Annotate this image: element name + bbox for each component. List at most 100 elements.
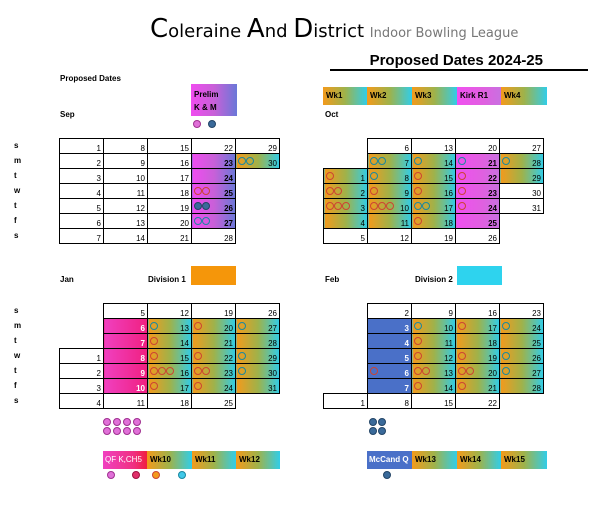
date-number: 18: [180, 399, 189, 408]
date-number: 25: [224, 399, 233, 408]
date-number: 14: [136, 234, 145, 243]
date-number: 1: [96, 354, 101, 363]
dot-icon: [133, 418, 141, 426]
date-number: 16: [488, 309, 497, 318]
date-number: 12: [136, 204, 145, 213]
date-cell: [236, 394, 280, 409]
date-number: 8: [404, 399, 409, 408]
date-cell: 6: [367, 138, 412, 154]
date-number: 19: [224, 309, 233, 318]
date-cell: 15: [411, 393, 456, 409]
date-number: 18: [180, 189, 189, 198]
dot-icon: [378, 157, 386, 165]
division2-label: Division 2: [415, 275, 453, 284]
dot-icon: [458, 382, 466, 390]
legend-wk1: Wk1: [323, 87, 367, 105]
date-cell: 21: [191, 333, 236, 349]
prelim-sub: K & M: [194, 103, 217, 112]
date-cell: 19: [147, 198, 192, 214]
date-cell: 18: [411, 213, 456, 229]
dot-icon: [202, 217, 210, 225]
date-number: 29: [268, 354, 277, 363]
date-cell: 8: [367, 168, 412, 184]
date-cell: 14: [411, 153, 456, 169]
dow-label: f: [14, 216, 17, 225]
calendar-row: 4 11 18 25: [59, 393, 280, 409]
date-cell: 8: [367, 393, 412, 409]
date-cell: 15: [147, 348, 192, 364]
date-cell: 1: [323, 393, 368, 409]
date-number: 23: [224, 369, 233, 378]
legend-wk3: Wk3: [412, 87, 457, 105]
date-number: 23: [532, 309, 541, 318]
date-cell: 5: [103, 303, 148, 319]
date-cell: 18: [147, 183, 192, 199]
date-cell: 12: [367, 228, 412, 244]
jan-calendar: 5 12 19 26 6 13 20 27 7 14 21 28 1 8 15 22 29 2 9 16 23 30 3 10…: [59, 303, 280, 409]
legend-label: Wk11: [195, 455, 216, 464]
legend-label: Wk13: [415, 455, 436, 464]
dot-icon: [103, 427, 111, 435]
date-cell: 5: [323, 228, 368, 244]
date-cell: 3: [59, 168, 104, 184]
date-number: 11: [136, 189, 145, 198]
date-cell: [236, 214, 280, 229]
dot-icon: [107, 471, 115, 479]
date-number: 24: [488, 204, 497, 213]
date-cell: [236, 229, 280, 244]
date-cell: 16: [147, 363, 192, 379]
proposed-dates-title: Proposed Dates 2024-25: [369, 52, 543, 69]
calendar-row: 3 10 17 24: [59, 168, 280, 184]
legend-label: Wk3: [415, 91, 432, 100]
date-cell: 24: [191, 168, 236, 184]
prelim-label: Prelim: [194, 90, 219, 99]
dow-column-top: s m t w t f s: [14, 141, 21, 246]
dot-icon: [334, 202, 342, 210]
date-number: 6: [140, 324, 145, 333]
date-cell: 24: [455, 198, 500, 214]
legend-wk12: Wk12: [236, 451, 280, 469]
dot-icon: [458, 172, 466, 180]
date-number: 16: [180, 369, 189, 378]
dot-icon: [194, 187, 202, 195]
calendar-row: 5 12 19 26: [60, 303, 280, 319]
date-number: 9: [140, 159, 145, 168]
date-number: 10: [136, 174, 145, 183]
date-number: 10: [400, 204, 409, 213]
date-number: 19: [444, 234, 453, 243]
date-number: 4: [360, 219, 365, 228]
date-cell: 26: [191, 198, 236, 214]
date-number: 22: [224, 144, 233, 153]
date-cell: 27: [235, 318, 280, 334]
date-cell: 22: [191, 348, 236, 364]
legend-qf: QF K,CH5: [103, 451, 147, 469]
title-rule: [330, 69, 588, 71]
legend-label: Wk15: [504, 455, 525, 464]
date-number: 15: [180, 144, 189, 153]
dot-icon: [458, 157, 466, 165]
date-number: 16: [180, 159, 189, 168]
dot-icon: [202, 367, 210, 375]
date-cell: 31: [235, 378, 280, 394]
sep-label: Sep: [60, 110, 75, 119]
date-number: 11: [444, 339, 453, 348]
date-cell: 4: [367, 333, 412, 349]
calendar-row: 2 9 16 23: [324, 303, 544, 319]
calendar-row: 5 12 19 26: [59, 198, 280, 214]
date-cell: [324, 319, 368, 334]
date-number: 12: [444, 354, 453, 363]
date-cell: 22: [455, 168, 500, 184]
dot-icon: [133, 427, 141, 435]
date-number: 10: [444, 324, 453, 333]
date-cell: 2: [367, 303, 412, 319]
date-cell: 26: [235, 303, 280, 319]
date-number: 24: [224, 174, 233, 183]
date-cell: [60, 304, 104, 319]
date-cell: 29: [235, 138, 280, 154]
calendar-row: 7 14 21 28: [60, 333, 280, 349]
date-number: 26: [532, 354, 541, 363]
dot-icon: [326, 187, 334, 195]
date-number: 5: [404, 354, 409, 363]
dot-icon: [414, 367, 422, 375]
dot-icon: [370, 187, 378, 195]
